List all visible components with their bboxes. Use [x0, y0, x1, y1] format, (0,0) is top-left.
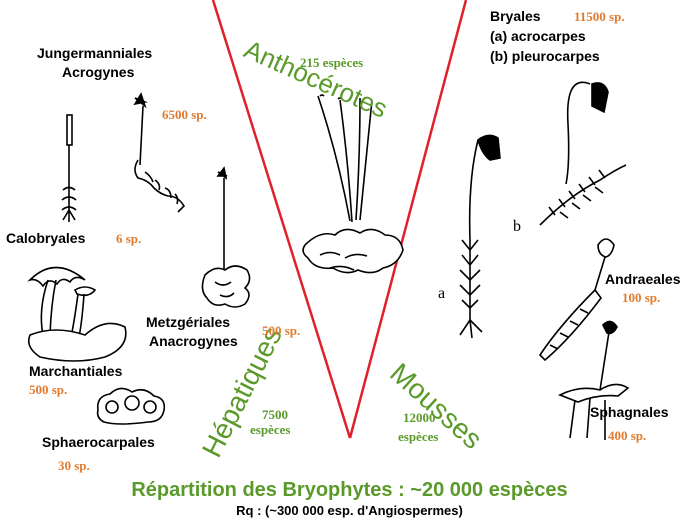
calobryales-plant-icon	[61, 114, 77, 222]
metzgeriales-count: 500 sp.	[262, 323, 301, 338]
figure-letter-b: b	[513, 218, 521, 235]
anthocerotes-plant-icon	[302, 94, 404, 274]
mousses-count-num: 12000	[403, 410, 436, 425]
anthocerotes-count: 215 espèces	[300, 55, 364, 70]
footer-note: Rq : (~300 000 esp. d'Angiospermes)	[236, 503, 463, 518]
sphaerocarpales-count: 30 sp.	[58, 458, 90, 473]
andraeales-plant-icon	[538, 238, 615, 362]
footer-title: Répartition des Bryophytes : ~20 000 esp…	[131, 479, 568, 501]
calobryales-label: Calobryales	[6, 230, 86, 246]
jungermanniales-label: Jungermanniales	[37, 45, 153, 61]
divider-lines	[211, 0, 468, 439]
andraeales-count: 100 sp.	[622, 290, 661, 305]
sphaerocarpales-plant-icon	[96, 387, 166, 425]
metzgeriales-label: Metzgériales	[146, 314, 231, 330]
mousses-count-unit: espèces	[398, 429, 439, 444]
sphagnales-label: Sphagnales	[590, 404, 669, 420]
calobryales-count: 6 sp.	[116, 231, 142, 246]
marchantiales-plant-icon	[27, 266, 127, 362]
acrogynes-label: Acrogynes	[62, 64, 135, 80]
bryales-acrocarpe-plant-icon	[459, 134, 501, 339]
bryales-label: Bryales	[490, 8, 541, 24]
bryales-pleurocarpe-plant-icon	[539, 81, 627, 226]
sphagnales-count: 400 sp.	[608, 428, 647, 443]
marchantiales-count: 500 sp.	[29, 382, 68, 397]
bryales-pleurocarpes-label: (b) pleurocarpes	[490, 48, 600, 64]
figure-letter-a: a	[438, 285, 446, 302]
marchantiales-label: Marchantiales	[29, 363, 123, 379]
bryales-count: 11500 sp.	[574, 9, 625, 24]
anacrogynes-label: Anacrogynes	[149, 333, 238, 349]
bryales-acrocarpes-label: (a) acrocarpes	[490, 28, 586, 44]
sphagnales-plant-icon	[558, 320, 630, 440]
jungermanniales-plant-icon	[133, 92, 186, 213]
hepatiques-count-unit: espèces	[250, 422, 291, 437]
jungermanniales-count: 6500 sp.	[162, 107, 207, 122]
andraeales-label: Andraeales	[605, 271, 681, 287]
hepatiques-count-num: 7500	[262, 407, 288, 422]
sphaerocarpales-label: Sphaerocarpales	[42, 434, 155, 450]
metzgeriales-plant-icon	[201, 166, 251, 308]
